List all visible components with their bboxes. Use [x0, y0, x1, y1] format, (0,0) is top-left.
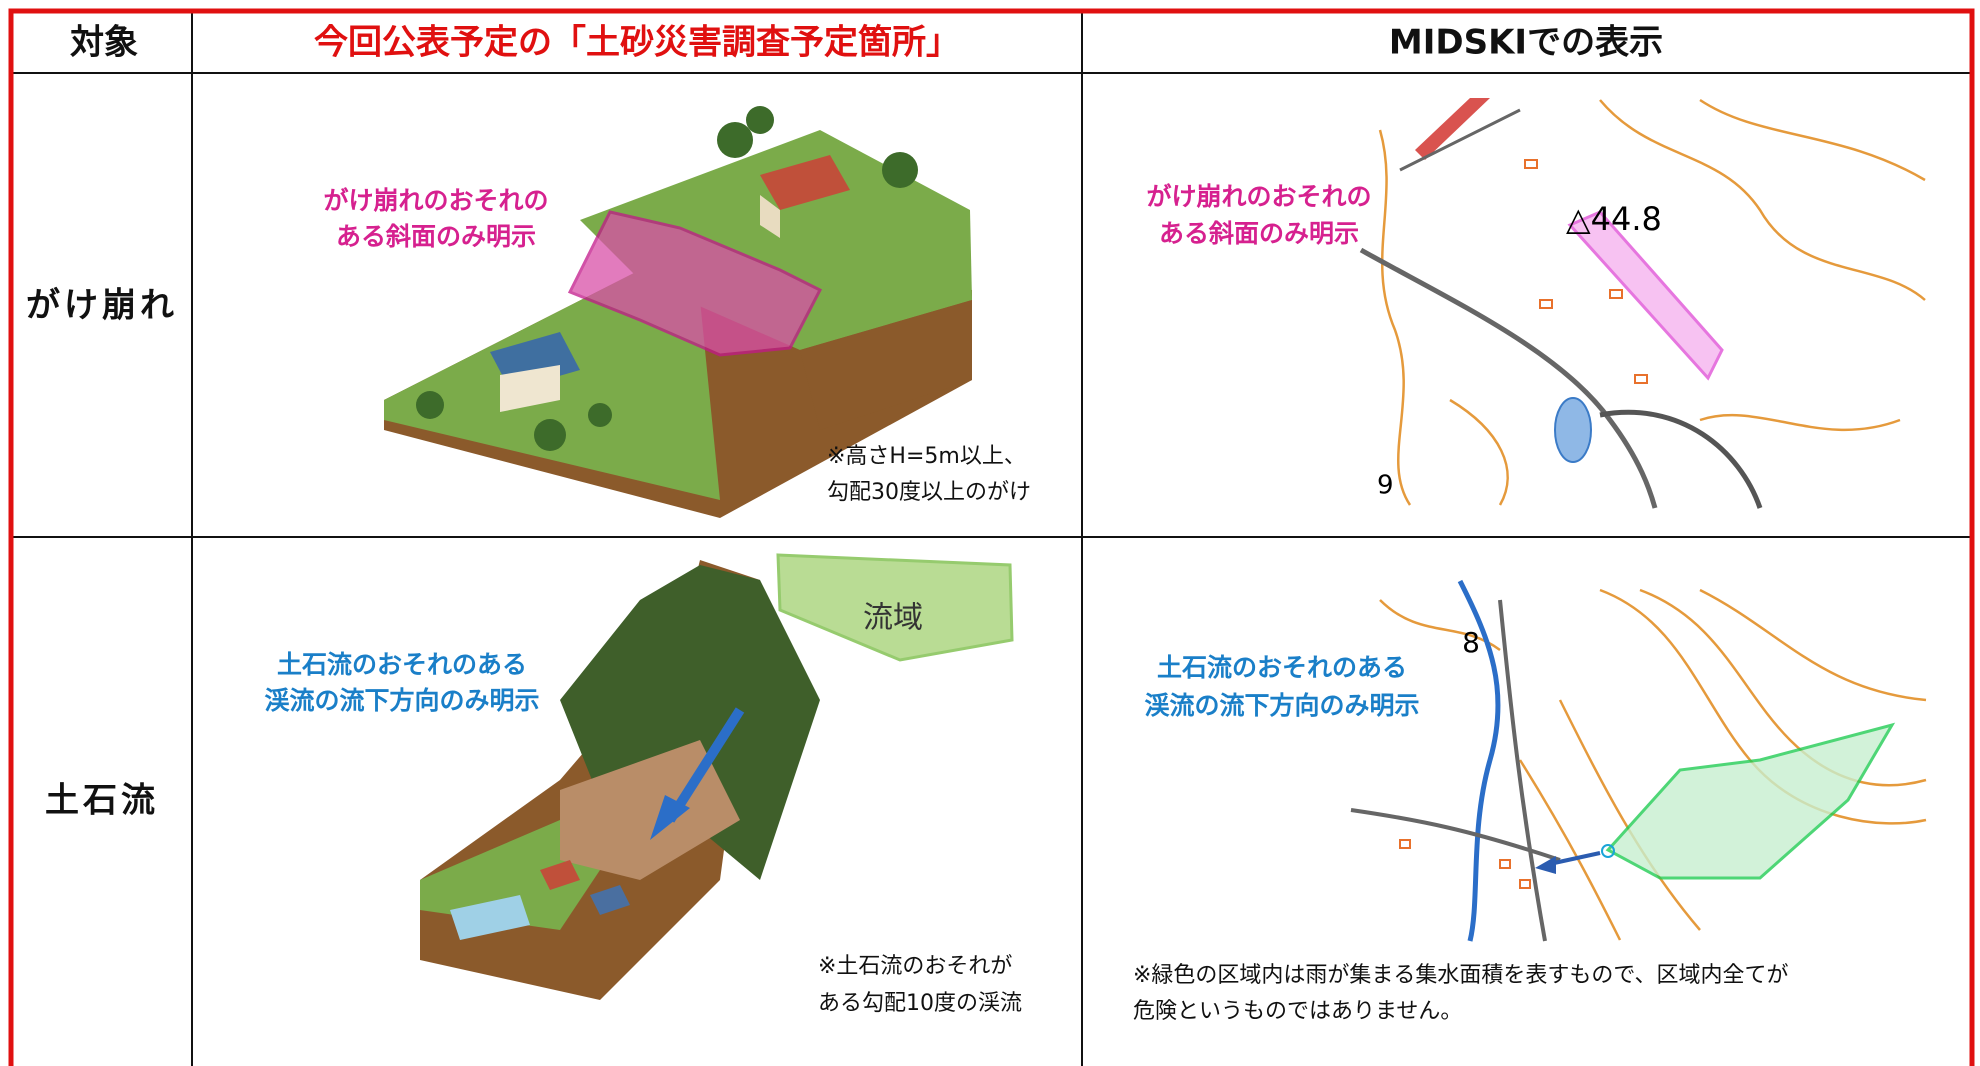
map-label: △44.8: [1566, 200, 1662, 238]
cliff-illustration: [384, 106, 972, 518]
callout: 渓流の流下方向のみ明示: [1144, 691, 1419, 720]
header-cell: 今回公表予定の「土砂災害調査予定箇所」: [314, 23, 960, 63]
callout: がけ崩れのおそれの: [323, 186, 548, 215]
map-label: 8: [1462, 626, 1480, 659]
header-cell: MIDSKIでの表示: [1389, 23, 1663, 63]
note: ※緑色の区域内は雨が集まる集水面積を表すもので、区域内全てが: [1133, 963, 1789, 988]
row-label: 土石流: [45, 781, 159, 821]
debris-illustration: 流域: [420, 553, 1014, 1000]
debris-map: 8: [1350, 579, 1927, 942]
callout: 土石流のおそれのある: [277, 650, 527, 679]
callout: 土石流のおそれのある: [1157, 653, 1407, 682]
note: 勾配30度以上のがけ: [827, 480, 1031, 505]
table-grid: [13, 13, 1970, 1066]
callout: がけ崩れのおそれの: [1146, 182, 1371, 211]
note: 危険というものではありません。: [1133, 999, 1462, 1024]
note: ある勾配10度の渓流: [818, 991, 1022, 1016]
area-label: 流域: [863, 601, 923, 636]
header-cell: 対象: [70, 23, 138, 63]
row-label: がけ崩れ: [26, 286, 178, 326]
cliff-map: △44.8 9: [1359, 98, 1930, 509]
callout: 渓流の流下方向のみ明示: [264, 686, 539, 715]
note: ※高さH=5m以上、: [827, 444, 1026, 469]
map-label: 9: [1377, 471, 1394, 501]
callout: ある斜面のみ明示: [336, 222, 536, 251]
outer-border: [8, 8, 1975, 1066]
note: ※土石流のおそれが: [818, 954, 1012, 979]
callout: ある斜面のみ明示: [1159, 219, 1359, 248]
